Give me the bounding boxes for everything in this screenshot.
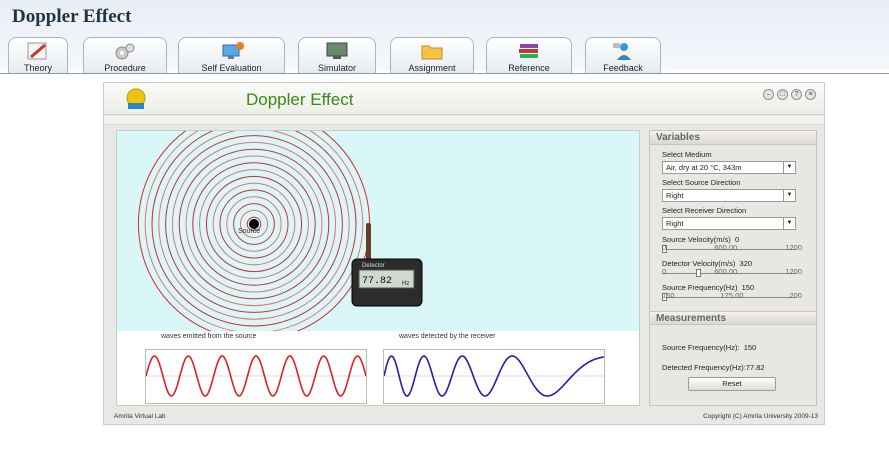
wavefront-ring [165,135,343,313]
wavefront-ring [212,182,296,266]
variables-panel: Variables Select Medium Air, dry at 20 °… [649,130,817,406]
tab-theory[interactable]: Theory [8,37,68,74]
detector-label: Detector [362,263,385,269]
tab-reference[interactable]: Reference [486,37,572,74]
source-frequency-ticks: 150 175.00 200 [662,291,802,300]
detector-reading: 77.82 [362,276,392,287]
tab-simulator[interactable]: Simulator [298,37,376,74]
help-icon[interactable]: ? [791,89,802,100]
detector-unit: Hz [402,281,409,287]
variables-heading: Variables [650,131,816,145]
receiver-direction-select[interactable]: Right ▼ [662,217,796,230]
print-icon[interactable]: ≡ [805,89,816,100]
page-title: Doppler Effect [12,6,132,27]
detector-velocity-ticks: 0 600.00 1200 [662,267,802,276]
source-velocity-label: Source Velocity(m/s) 0 [662,235,740,244]
chevron-down-icon: ▼ [783,218,795,229]
emitted-wave-line [145,355,367,397]
monitor-icon [326,42,348,59]
slider-handle[interactable] [662,293,667,301]
wavefront-ring [185,155,323,293]
tab-procedure[interactable]: Procedure [83,37,167,74]
source-label: Source [238,228,260,235]
wave-field: Source Detector 77.82 Hz [117,107,639,341]
chevron-down-icon: ▼ [783,190,795,201]
simulator-window: Doppler Effect – □ ? ≡ Source Detector 7… [103,82,825,425]
simulation-stage: Source Detector 77.82 Hz waves emitted f… [116,107,640,406]
simulator-subheader [104,116,824,125]
tab-self-evaluation[interactable]: Self Evaluation [178,37,285,74]
footer-left: Amrita Virtual Lab [114,413,166,420]
reset-button[interactable]: Reset [688,377,776,391]
folder-icon [421,45,443,60]
detector-velocity-value: 320 [739,259,753,268]
simulator-footer: Amrita Virtual Lab Copyright (C) Amrita … [104,410,824,424]
receiver-direction-label: Select Receiver Direction [662,206,747,215]
wavefront-ring [192,162,316,286]
tabs-divider [0,73,889,74]
minimize-icon[interactable]: – [763,89,774,100]
wavefront-ring [233,203,275,245]
measurements-heading: Measurements [650,311,816,325]
source-frequency-label: Source Frequency(Hz) 150 [662,283,755,292]
source-frequency-value: 150 [741,283,755,292]
person-icon [613,43,631,60]
tab-assignment[interactable]: Assignment [390,37,474,74]
amrita-logo-icon [126,88,146,109]
emitted-wave-plot [145,349,367,404]
measured-source-frequency: Source Frequency(Hz): 150 [662,343,757,352]
wavefront-ring [205,175,303,273]
fullscreen-icon[interactable]: □ [777,89,788,100]
pencil-icon [27,42,47,60]
detector-device[interactable]: Detector 77.82 Hz [351,223,423,307]
source-direction-select[interactable]: Right ▼ [662,189,796,202]
wavefront-ring [226,196,282,252]
detector-velocity-slider[interactable] [662,269,796,277]
wavefront-ring [199,169,309,279]
source-velocity-ticks: 0 600.00 1200 [662,243,802,252]
detected-caption: waves detected by the receiver [399,333,496,340]
wavefront-ring [178,148,330,300]
tab-feedback[interactable]: Feedback [585,37,661,74]
source-velocity-slider[interactable] [662,245,796,253]
emitted-caption: waves emitted from the source [161,333,257,340]
simulator-title: Doppler Effect [246,90,354,109]
measured-detected-frequency: Detected Frequency(Hz):77.82 [662,363,765,372]
detector-screen [358,269,415,289]
window-controls: – □ ? ≡ [763,89,816,100]
detected-wave-plot [383,349,605,404]
wavefront-ring [239,209,269,239]
source-dot[interactable] [249,219,259,229]
books-icon [519,44,538,58]
simulator-header: Doppler Effect – □ ? ≡ [104,83,824,115]
wavefront-ring [171,141,337,307]
slider-handle[interactable] [696,269,702,277]
chevron-down-icon: ▼ [783,162,795,173]
slider-handle[interactable] [662,245,667,253]
footer-right: Copyright (C) Amrita University 2009-13 [703,413,818,420]
gears-icon [115,43,135,60]
source-velocity-value: 0 [734,235,740,244]
medium-select[interactable]: Air, dry at 20 °C, 343m ▼ [662,161,796,174]
medium-label: Select Medium [662,150,712,159]
source-direction-label: Select Source Direction [662,178,741,187]
wave-rings: Source Detector 77.82 Hz [137,107,423,341]
computer-icon [222,42,244,59]
source-frequency-slider[interactable] [662,293,796,301]
detected-wave-line [383,355,605,397]
wavefront-ring [246,216,262,232]
detector-antenna [366,223,371,263]
wavefront-ring [219,189,289,259]
detector-velocity-label: Detector Velocity(m/s) 320 [662,259,753,268]
